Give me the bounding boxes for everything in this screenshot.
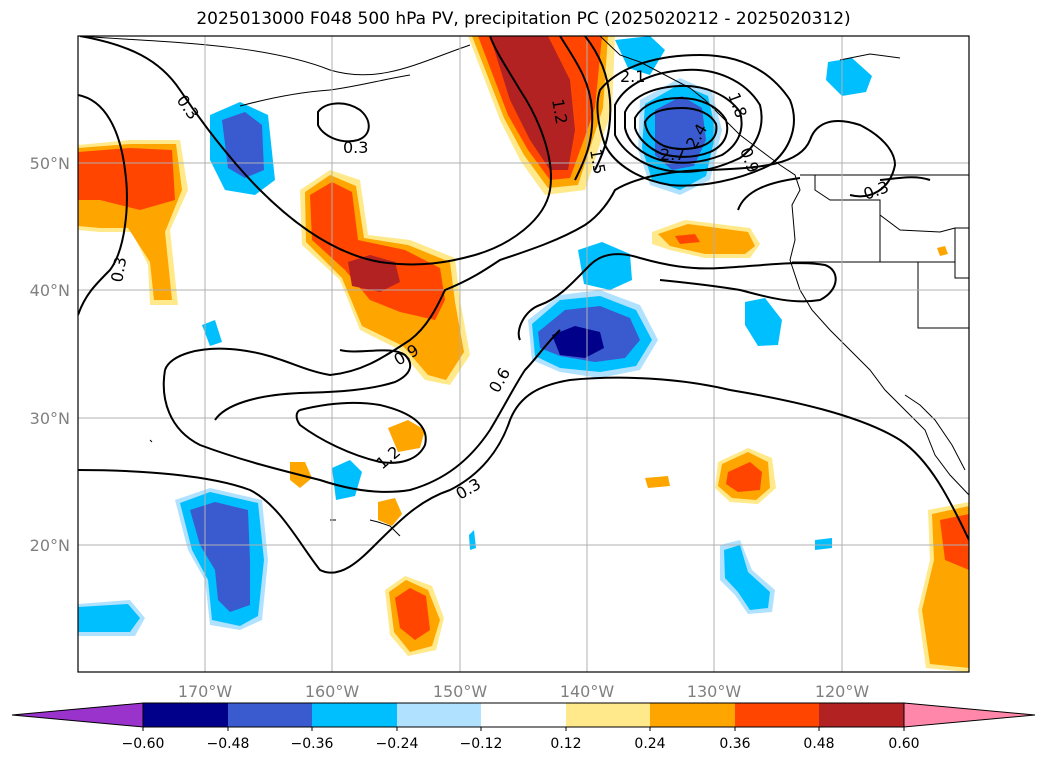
colorbar-tick-label: −0.60 xyxy=(122,736,165,752)
lon-tick-label: 140°W xyxy=(560,682,615,701)
lat-tick-label: 50°N xyxy=(30,154,70,173)
lon-tick-label: 120°W xyxy=(815,682,870,701)
colorbar-swatch xyxy=(566,703,650,727)
colorbar-extend-high xyxy=(903,702,1036,728)
lon-tick-label: 160°W xyxy=(305,682,360,701)
colorbar-swatch xyxy=(143,703,228,727)
contour-label: 0.3 xyxy=(107,255,130,283)
map-frame xyxy=(77,35,970,673)
lat-tick-label: 40°N xyxy=(30,281,70,300)
colorbar-swatch xyxy=(397,703,481,727)
colorbar-swatch xyxy=(228,703,312,727)
lon-tick-label: 170°W xyxy=(178,682,233,701)
positive-precip-areas xyxy=(78,36,969,672)
contour-label: 1.2 xyxy=(548,97,571,125)
lon-tick-label: 150°W xyxy=(433,682,488,701)
colorbar-swatch xyxy=(819,703,904,727)
lon-tick-label: 130°W xyxy=(687,682,742,701)
colorbar-swatch xyxy=(312,703,397,727)
colorbar: −0.60 −0.48 −0.36 −0.24 −0.12 0.12 0.24 … xyxy=(11,702,1036,752)
colorbar-swatch xyxy=(735,703,819,727)
colorbar-swatch xyxy=(650,703,735,727)
lat-tick-label: 20°N xyxy=(30,536,70,555)
colorbar-tick-label: 0.48 xyxy=(803,736,834,752)
negative-precip-areas xyxy=(78,36,872,636)
contour-label: 2.1 xyxy=(620,67,645,86)
colorbar-swatch xyxy=(481,703,566,727)
colorbar-tick-label: 0.36 xyxy=(719,736,750,752)
contour-label: 1.5 xyxy=(586,147,609,175)
colorbar-tick-label: 0.12 xyxy=(550,736,581,752)
colorbar-tick-label: −0.48 xyxy=(207,736,250,752)
pv-contours xyxy=(78,36,969,574)
colorbar-tick-label: −0.36 xyxy=(291,736,334,752)
map-canvas: 0.3 0.3 0.3 0.3 0.3 0.6 0.9 1.2 1.2 1.5 … xyxy=(78,36,969,672)
colorbar-tick-label: −0.12 xyxy=(460,736,503,752)
graticule xyxy=(78,36,969,672)
lat-tick-label: 30°N xyxy=(30,409,70,428)
colorbar-tick-label: 0.60 xyxy=(888,736,919,752)
lon-tick-labels: 170°W 160°W 150°W 140°W 130°W 120°W xyxy=(178,682,870,701)
colorbar-extend-low xyxy=(11,702,144,728)
contour-label: 0.3 xyxy=(343,138,368,157)
plot-title: 2025013000 F048 500 hPa PV, precipitatio… xyxy=(196,9,851,29)
colorbar-tick-label: −0.24 xyxy=(376,736,419,752)
lat-tick-labels: 20°N 30°N 40°N 50°N xyxy=(30,154,70,555)
contour-label: 2.7 xyxy=(660,145,685,164)
colorbar-tick-label: 0.24 xyxy=(634,736,665,752)
coastlines xyxy=(79,36,969,537)
